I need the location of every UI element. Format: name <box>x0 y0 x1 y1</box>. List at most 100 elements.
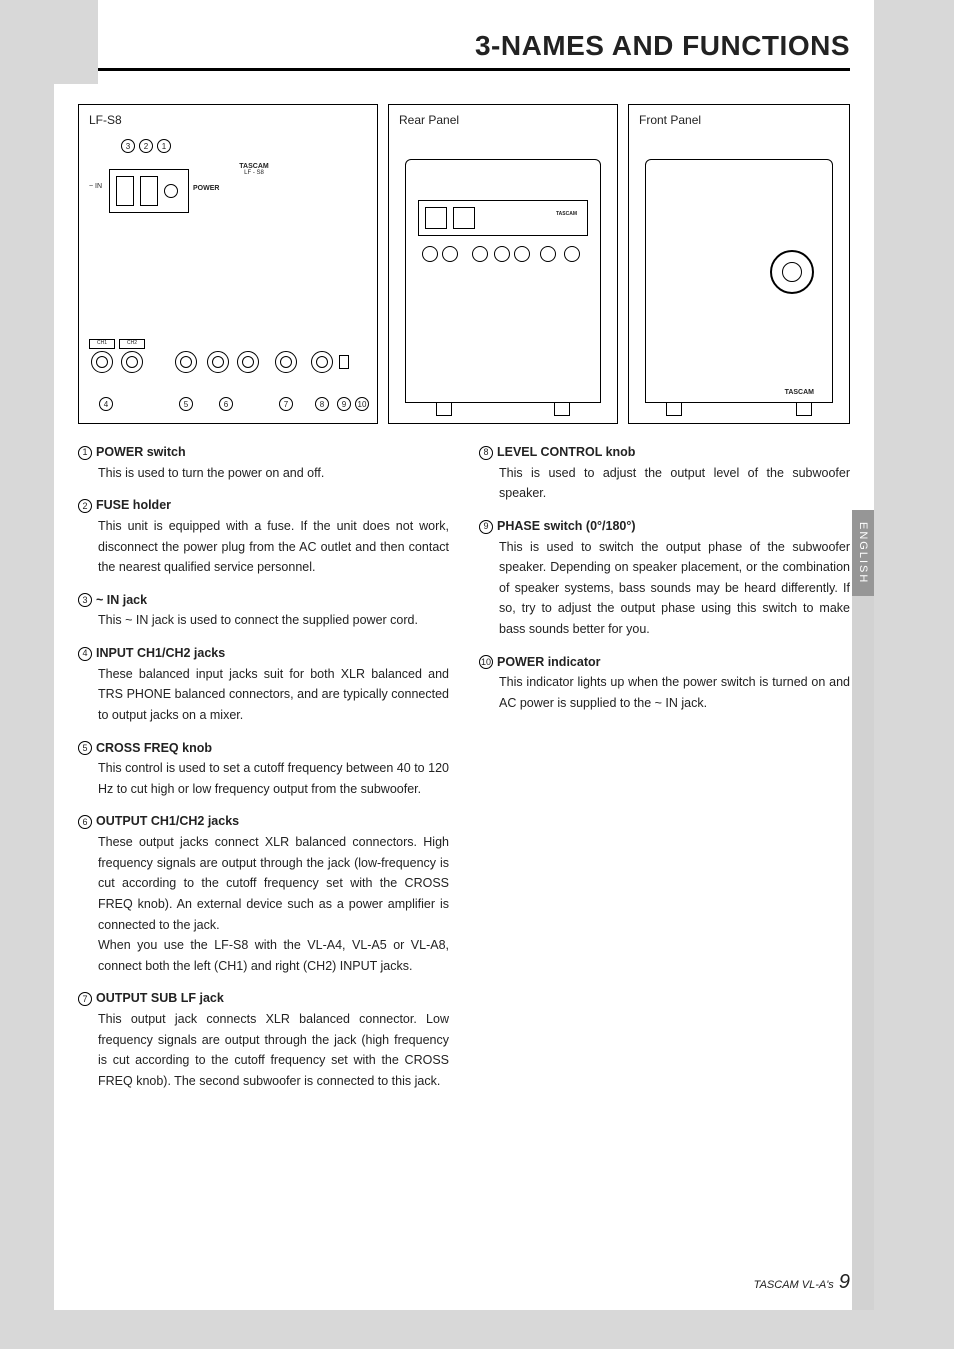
item-title: INPUT CH1/CH2 jacks <box>96 646 225 660</box>
item-number: 4 <box>78 647 92 661</box>
item-number: 1 <box>78 446 92 460</box>
diagram-body-front: TASCAM <box>639 139 839 413</box>
item-body: This unit is equipped with a fuse. If th… <box>78 516 449 578</box>
power-block <box>109 169 189 213</box>
list-item: 4 INPUT CH1/CH2 jacks These balanced input… <box>78 643 449 726</box>
front-box: TASCAM <box>645 159 833 403</box>
item-heading: 4 INPUT CH1/CH2 jacks <box>78 643 449 664</box>
front-brand: TASCAM <box>785 389 814 396</box>
item-heading: 5 CROSS FREQ knob <box>78 738 449 759</box>
list-item: 8 LEVEL CONTROL knob This is used to adjus… <box>479 442 850 504</box>
callout-3: 3 <box>121 139 135 153</box>
bottom-callouts: 4 5 6 7 8 9 10 <box>89 397 367 413</box>
jack-crossfreq <box>175 351 197 373</box>
item-number: 3 <box>78 593 92 607</box>
item-title: OUTPUT CH1/CH2 jacks <box>96 814 239 828</box>
item-number: 5 <box>78 741 92 755</box>
front-feet <box>660 402 818 416</box>
item-body: These balanced input jacks suit for both… <box>78 664 449 726</box>
callout-10: 10 <box>355 397 369 411</box>
item-title: PHASE switch (0°/180°) <box>497 519 636 533</box>
brand-text: TASCAM <box>219 163 289 170</box>
diagram-lfs8: LF-S8 3 2 1 ~ IN POWER TASCAM LF - S8 <box>78 104 378 424</box>
item-heading: 9 PHASE switch (0°/180°) <box>479 516 850 537</box>
item-number: 7 <box>78 992 92 1006</box>
item-body: This is used to turn the power on and of… <box>78 463 449 484</box>
rear-jacks <box>418 246 588 272</box>
list-item: 10POWER indicatorThis indicator lights u… <box>479 652 850 714</box>
phase-sw <box>339 355 349 369</box>
language-tab: ENGLISH <box>852 510 874 596</box>
item-body: This is used to adjust the output level … <box>479 463 850 504</box>
title-rule <box>98 68 850 71</box>
item-body: These output jacks connect XLR balanced … <box>78 832 449 976</box>
item-number: 9 <box>479 520 493 534</box>
item-title: CROSS FREQ knob <box>96 741 212 755</box>
jack-sub-lf <box>275 351 297 373</box>
power-label: POWER <box>193 185 219 192</box>
item-title: FUSE holder <box>96 498 171 512</box>
section-title: 3-NAMES AND FUNCTIONS <box>475 30 850 62</box>
page-footer: TASCAM VL-A's 9 <box>754 1271 850 1294</box>
item-title: OUTPUT SUB LF jack <box>96 991 224 1005</box>
diagram-label-lfs8: LF-S8 <box>89 113 367 127</box>
item-body: This is used to switch the output phase … <box>479 537 850 640</box>
callout-2: 2 <box>139 139 153 153</box>
item-body: This control is used to set a cutoff fre… <box>78 758 449 799</box>
in-label: ~ IN <box>89 183 102 190</box>
column-left: 1 POWER switch This is used to turn the po… <box>78 442 449 1250</box>
rear-brand: TASCAM <box>556 211 577 217</box>
diagram-body-rear: TASCAM <box>399 139 607 413</box>
callout-7: 7 <box>279 397 293 411</box>
rear-box: TASCAM <box>405 159 601 403</box>
list-item: 9 PHASE switch (0°/180°) This is used to s… <box>479 516 850 640</box>
footer-page: 9 <box>839 1271 850 1293</box>
item-heading: 7 OUTPUT SUB LF jack <box>78 988 449 1009</box>
callout-1: 1 <box>157 139 171 153</box>
diagram-label-rear: Rear Panel <box>399 113 607 127</box>
list-item: 5 CROSS FREQ knob This control is used to … <box>78 738 449 800</box>
list-item: 3 ~ IN jack This ~ IN jack is used to conn… <box>78 590 449 631</box>
item-body: This output jack connects XLR balanced c… <box>78 1009 449 1092</box>
item-heading: 10POWER indicator <box>479 652 850 673</box>
item-title: LEVEL CONTROL knob <box>497 445 635 459</box>
item-heading: 8 LEVEL CONTROL knob <box>479 442 850 463</box>
jack-out-ch2 <box>237 351 259 373</box>
diagram-rear: Rear Panel TASCAM <box>388 104 618 424</box>
rear-feet <box>426 402 580 416</box>
item-number: 6 <box>78 815 92 829</box>
column-right: 8 LEVEL CONTROL knob This is used to adjus… <box>479 442 850 1250</box>
item-body: This ~ IN jack is used to connect the su… <box>78 610 449 631</box>
header-band <box>54 0 98 84</box>
page: 3-NAMES AND FUNCTIONS LF-S8 3 2 1 ~ IN P… <box>54 0 874 1310</box>
jack-in-ch1 <box>91 351 113 373</box>
callout-6: 6 <box>219 397 233 411</box>
diagram-label-front: Front Panel <box>639 113 839 127</box>
diagram-body-lfs8: 3 2 1 ~ IN POWER TASCAM LF - S8 CH1 <box>89 139 367 413</box>
callout-5: 5 <box>179 397 193 411</box>
item-title: ~ IN jack <box>96 593 147 607</box>
item-heading: 3 ~ IN jack <box>78 590 449 611</box>
item-number: 8 <box>479 446 493 460</box>
item-heading: 1 POWER switch <box>78 442 449 463</box>
list-item: 6 OUTPUT CH1/CH2 jacks These output jacks … <box>78 811 449 976</box>
item-number: 2 <box>78 499 92 513</box>
rear-inner: TASCAM <box>418 200 588 236</box>
item-title: POWER indicator <box>497 655 600 669</box>
list-item: 1 POWER switch This is used to turn the po… <box>78 442 449 483</box>
brand-block: TASCAM LF - S8 <box>219 163 289 176</box>
item-heading: 2 FUSE holder <box>78 495 449 516</box>
item-title: POWER switch <box>96 445 186 459</box>
footer-prefix: TASCAM VL-A's <box>754 1279 834 1291</box>
jack-out-ch1 <box>207 351 229 373</box>
list-item: 2 FUSE holder This unit is equipped with a… <box>78 495 449 578</box>
callout-9: 9 <box>337 397 351 411</box>
input-ch1-label: CH1 <box>89 339 115 349</box>
diagram-front: Front Panel TASCAM <box>628 104 850 424</box>
callout-8: 8 <box>315 397 329 411</box>
diagrams-row: LF-S8 3 2 1 ~ IN POWER TASCAM LF - S8 <box>78 104 850 424</box>
callout-4: 4 <box>99 397 113 411</box>
input-ch2-label: CH2 <box>119 339 145 349</box>
jack-level <box>311 351 333 373</box>
model-text: LF - S8 <box>219 170 289 176</box>
